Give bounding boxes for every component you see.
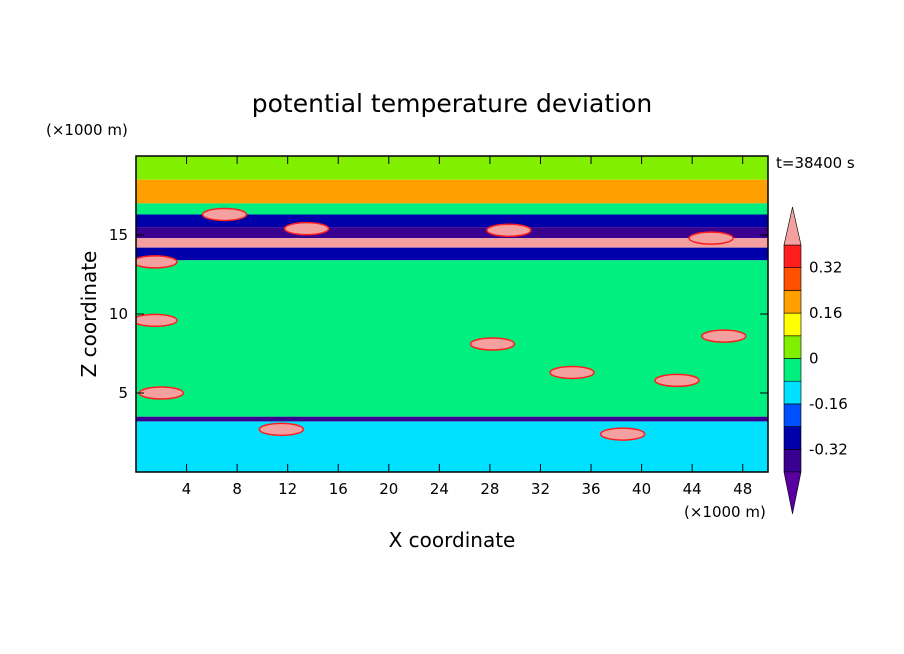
- x-unit-label: (×1000 m): [684, 503, 766, 521]
- y-tick-label: 15: [109, 226, 128, 244]
- field-layer: [136, 179, 768, 204]
- x-tick-label: 40: [632, 480, 651, 498]
- x-tick-label: 48: [733, 480, 752, 498]
- colorbar-label: 0: [809, 350, 819, 368]
- colorbar-bottom-arrow: [783, 471, 802, 515]
- field-feature: [469, 337, 516, 351]
- field-feature: [258, 422, 305, 437]
- colorbar-band: [783, 312, 802, 337]
- colorbar-band: [783, 290, 802, 314]
- x-tick-label: 32: [531, 480, 550, 498]
- field-feature: [138, 386, 185, 400]
- field-feature: [549, 365, 595, 380]
- field-feature: [486, 223, 532, 238]
- x-tick-label: 36: [581, 480, 600, 498]
- time-label: t=38400 s: [776, 154, 855, 172]
- field-feature: [688, 231, 734, 245]
- colorbar-band: [783, 448, 802, 473]
- y-unit-label: (×1000 m): [46, 121, 128, 139]
- x-tick-label: 44: [683, 480, 702, 498]
- colorbar: 0.32 0.16 0 -0.16 -0.32: [783, 206, 848, 515]
- chart-title: potential temperature deviation: [252, 89, 652, 118]
- field-layer: [136, 260, 768, 417]
- colorbar-band: [783, 380, 802, 405]
- y-axis: 5 10 15: [109, 226, 768, 402]
- colorbar-band: [783, 358, 802, 382]
- field-layer: [136, 156, 768, 180]
- field-layer: [136, 227, 768, 239]
- x-tick-label: 28: [480, 480, 499, 498]
- x-tick-label: 8: [232, 480, 242, 498]
- field-feature: [701, 329, 747, 343]
- colorbar-label: 0.16: [809, 304, 842, 322]
- colorbar-label: 0.32: [809, 259, 842, 277]
- field-feature: [201, 207, 248, 222]
- field-layer: [136, 203, 768, 215]
- field-layer: [136, 247, 768, 261]
- x-tick-label: 16: [329, 480, 348, 498]
- x-tick-label: 20: [379, 480, 398, 498]
- field-feature: [283, 221, 330, 236]
- colorbar-band: [783, 267, 802, 291]
- field-layer: [136, 416, 768, 422]
- colorbar-label: -0.32: [809, 440, 848, 458]
- field-layer: [136, 421, 768, 472]
- colorbar-band: [783, 426, 802, 450]
- colorbar-label: -0.16: [809, 395, 848, 413]
- y-tick-label: 5: [118, 384, 128, 402]
- x-tick-label: 4: [182, 480, 192, 498]
- x-tick-label: 24: [430, 480, 449, 498]
- x-axis-title: X coordinate: [389, 528, 516, 552]
- field-feature: [654, 373, 700, 388]
- colorbar-band: [783, 244, 802, 269]
- x-tick-label: 12: [278, 480, 297, 498]
- y-tick-label: 10: [109, 305, 128, 323]
- field-feature: [136, 255, 178, 269]
- y-axis-title: Z coordinate: [77, 251, 101, 378]
- x-axis: 4 8 12 16 20 24 28 32 36 40 44 48: [182, 156, 752, 498]
- colorbar-top-arrow: [783, 206, 802, 246]
- field-layer: [136, 238, 768, 248]
- colorbar-band: [783, 335, 802, 359]
- field-plot: [136, 156, 768, 472]
- colorbar-band: [783, 403, 802, 427]
- field-feature: [599, 427, 646, 441]
- field-feature: [136, 313, 178, 328]
